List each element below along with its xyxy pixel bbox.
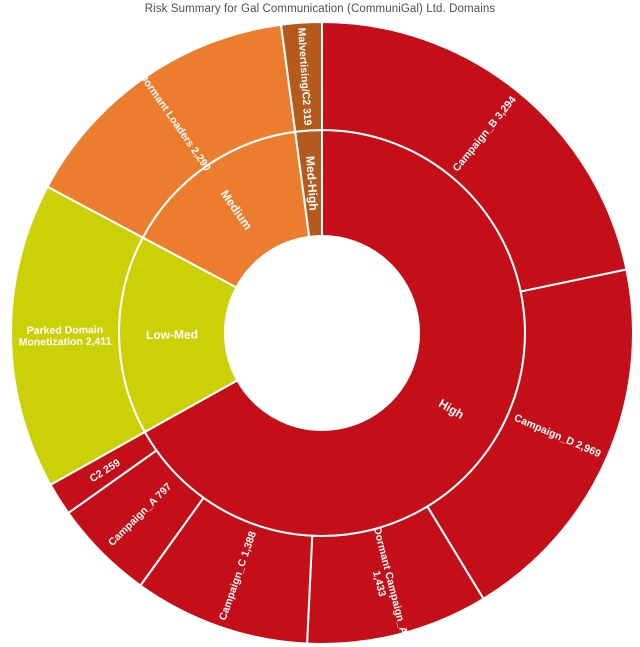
inner-ring-label-low-med: Low-Med: [146, 327, 198, 342]
inner-ring-label-med-high: Med-High: [303, 156, 321, 211]
outer-ring-label-parked-domain-monetization: Parked DomainMonetization 2,411: [18, 324, 111, 349]
chart-title: Risk Summary for Gal Communication (Comm…: [144, 3, 496, 15]
outer-ring-segment-campaign-b: [321, 21, 628, 293]
outer-ring-segment-malvertising-c2: [280, 20, 323, 133]
outer-ring-segment-campaign-d: [426, 268, 634, 600]
